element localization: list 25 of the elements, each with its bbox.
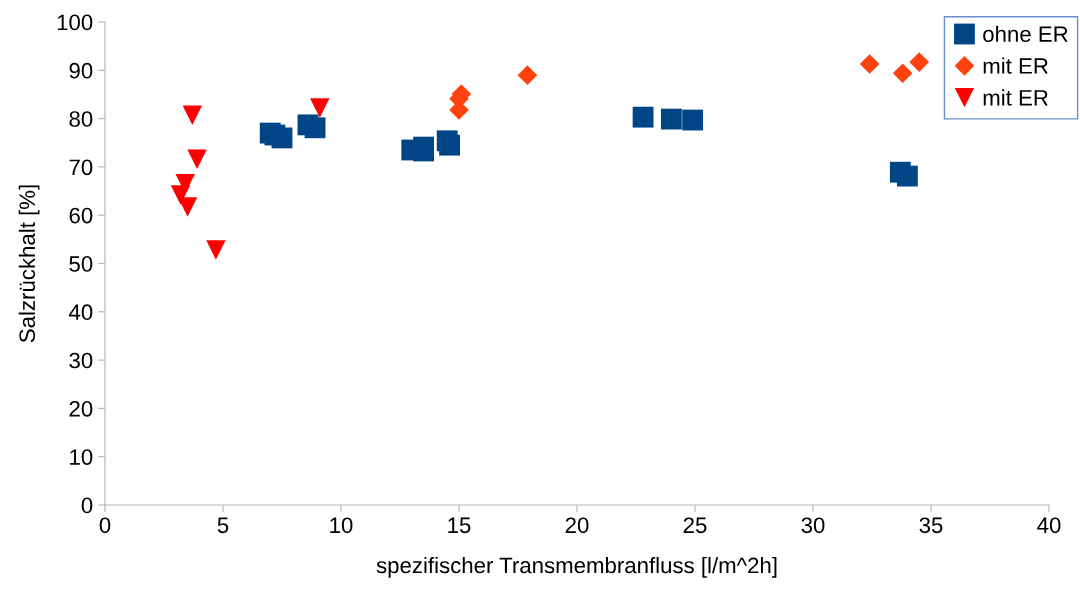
x-tick-label: 5 [217, 517, 229, 534]
y-tick-label: 60 [69, 207, 93, 224]
legend-label: mit ER [983, 57, 1048, 74]
y-tick-label: 70 [69, 159, 93, 176]
x-tick-label: 20 [565, 517, 589, 534]
y-tick-label: 0 [81, 497, 93, 514]
y-tick-label: 80 [69, 111, 93, 127]
y-tick-label: 40 [68, 304, 93, 321]
x-tick-label: 30 [801, 517, 825, 534]
x-tick-label: 25 [683, 517, 707, 534]
y-tick-label: 90 [69, 62, 93, 79]
y-tick-label: 50 [69, 256, 93, 272]
y-tick-label: 100 [57, 14, 93, 31]
x-axis-title: spezifischer Transmembranfluss [l/m^2h] [376, 556, 777, 578]
x-tick-label: 0 [99, 517, 111, 534]
legend-label: mit ER [983, 89, 1048, 106]
y-axis-title: Salzrückhalt [%] [18, 185, 40, 343]
y-tick-label: 20 [69, 400, 93, 417]
legend-label: ohne ER [983, 25, 1068, 42]
x-tick-label: 15 [448, 517, 471, 534]
x-tick-label: 40 [1037, 517, 1061, 534]
x-tick-label: 35 [919, 517, 943, 534]
x-tick-label: 10 [330, 517, 353, 534]
y-tick-label: 10 [70, 449, 93, 465]
y-tick-label: 30 [69, 352, 93, 369]
